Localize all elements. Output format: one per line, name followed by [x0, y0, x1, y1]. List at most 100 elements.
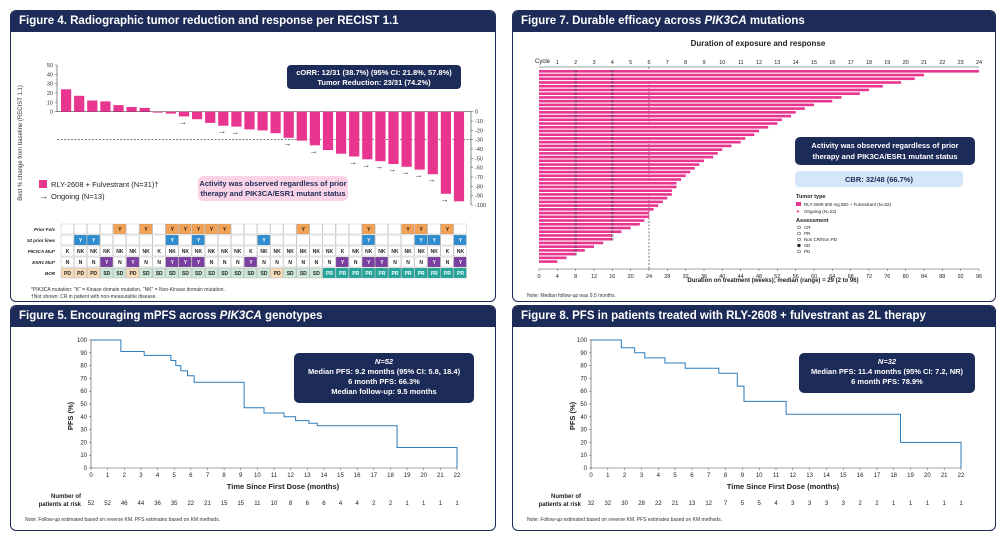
- grid-cell: [388, 267, 402, 279]
- swimmer-tick-label: 4: [556, 274, 559, 280]
- assessment-marker: [574, 122, 577, 125]
- km-x-tick-label: 13: [806, 473, 813, 479]
- grid-cell: [244, 256, 258, 268]
- waterfall-bar: [362, 111, 373, 160]
- grid-cell-text: Y: [105, 260, 109, 266]
- swimmer-bar: [539, 107, 805, 110]
- cycle-tick-label: 7: [666, 60, 669, 66]
- cycle-tick-label: 11: [738, 60, 744, 66]
- grid-cell: [296, 234, 310, 246]
- cycle-tick-label: 21: [921, 60, 927, 66]
- grid-cell-text: NK: [313, 249, 321, 255]
- grid-cell: [204, 245, 218, 257]
- grid-cell-text: N: [236, 260, 240, 266]
- figure-5-title-text: Figure 5. Encouraging mPFS across: [19, 310, 220, 322]
- grid-cell: [152, 256, 166, 268]
- grid-cell: [178, 245, 192, 257]
- assessment-marker: [574, 70, 577, 73]
- waterfall-bar: [401, 111, 412, 167]
- swimmer-bar: [539, 70, 979, 73]
- swimmer-bar: [539, 249, 585, 252]
- ongoing-arrow-icon: →: [179, 117, 187, 126]
- grid-cell: [362, 223, 375, 235]
- assessment-marker: [611, 230, 614, 233]
- grid-cell: [87, 223, 100, 235]
- cycle-tick-label: 4: [611, 60, 614, 66]
- assessment-marker: [611, 159, 614, 163]
- waterfall-bar: [440, 111, 451, 194]
- grid-cell: [165, 223, 179, 235]
- swimmer-bar: [539, 200, 663, 204]
- grid-cell-text: N: [275, 260, 279, 266]
- cycle-tick-label: 13: [774, 60, 780, 66]
- ongoing-arrow-icon: →: [362, 160, 370, 169]
- swimmer-bar: [539, 211, 649, 215]
- assessment-marker: [611, 237, 614, 241]
- grid-cell: [322, 223, 336, 235]
- grid-cell: [113, 245, 127, 257]
- km-x-tick-label: 2: [623, 473, 627, 479]
- swimmer-bars: [539, 70, 979, 263]
- assessment-marker: [611, 73, 614, 77]
- swimmer-bar: [539, 237, 613, 241]
- grid-cell: [309, 267, 323, 279]
- grid-cell: [401, 234, 415, 246]
- km-y-tick-label: 20: [80, 440, 87, 446]
- grid-cell-text: SD: [143, 271, 150, 277]
- grid-cell: [244, 245, 258, 257]
- at-risk-count: 15: [221, 501, 228, 507]
- grid-cell-text: K: [157, 249, 161, 255]
- grid-cell-text: Y: [118, 227, 122, 233]
- grid-cell: [100, 256, 113, 268]
- grid-cell: [283, 223, 297, 235]
- assessment-marker: [574, 163, 577, 166]
- assessment-marker: [611, 144, 614, 148]
- wf-tick-label: -70: [475, 175, 483, 181]
- grid-cell: [178, 234, 192, 246]
- grid-cell-text: PR: [457, 271, 464, 277]
- waterfall-bar: [61, 89, 72, 112]
- assessment-marker: [611, 167, 614, 170]
- fig8-xlabel: Time Since First Dose (months): [727, 482, 840, 491]
- grid-cell: [322, 267, 336, 279]
- waterfall-bar: [427, 111, 438, 175]
- km-x-tick-label: 19: [404, 473, 411, 479]
- grid-cell: [60, 256, 74, 268]
- km-x-tick-label: 17: [874, 473, 881, 479]
- figure-7-panel: Figure 7. Durable efficacy across PIK3CA…: [512, 10, 996, 302]
- grid-cell: [257, 245, 271, 257]
- figure-5-title-suffix: genotypes: [261, 310, 323, 322]
- swimmer-bar: [539, 189, 672, 192]
- grid-cell: [244, 267, 258, 279]
- grid-cell: [152, 245, 166, 257]
- grid-cell: [60, 245, 74, 257]
- fig5-median-pfs: Median PFS: 9.2 months (95% CI: 5.8, 18.…: [308, 367, 461, 376]
- grid-cell: [139, 245, 153, 257]
- cycle-tick-label: 22: [939, 60, 945, 66]
- grid-cell: [100, 245, 113, 257]
- swimmer-bar: [539, 114, 792, 118]
- waterfall-bar: [349, 111, 360, 157]
- ongoing-arrow-icon: →: [428, 175, 436, 184]
- swimmer-tick-label: 0: [537, 274, 540, 280]
- km-y-tick-label: 60: [580, 389, 587, 395]
- cycle-tick-label: 12: [756, 60, 762, 66]
- grid-cell-text: SD: [169, 271, 176, 277]
- grid-cell-text: N: [315, 260, 319, 266]
- assessment-legend-label: PD: [804, 249, 811, 254]
- grid-cell-text: N: [262, 260, 266, 266]
- grid-cell: [113, 234, 127, 246]
- grid-cell: [388, 245, 402, 257]
- grid-cell-text: Y: [184, 227, 188, 233]
- grid-cell: [191, 234, 205, 246]
- grid-cell: [165, 267, 179, 279]
- assessment-marker: [574, 144, 577, 148]
- grid-cell-text: PD: [90, 271, 97, 277]
- swimmer-tick-label: 48: [756, 274, 762, 280]
- assessment-marker: [574, 118, 577, 122]
- km-y-tick-label: 70: [80, 376, 87, 382]
- grid-cell-text: Y: [131, 260, 135, 266]
- grid-cell: [257, 267, 271, 279]
- grid-cell-text: Y: [171, 227, 175, 233]
- grid-cell-text: N: [79, 260, 83, 266]
